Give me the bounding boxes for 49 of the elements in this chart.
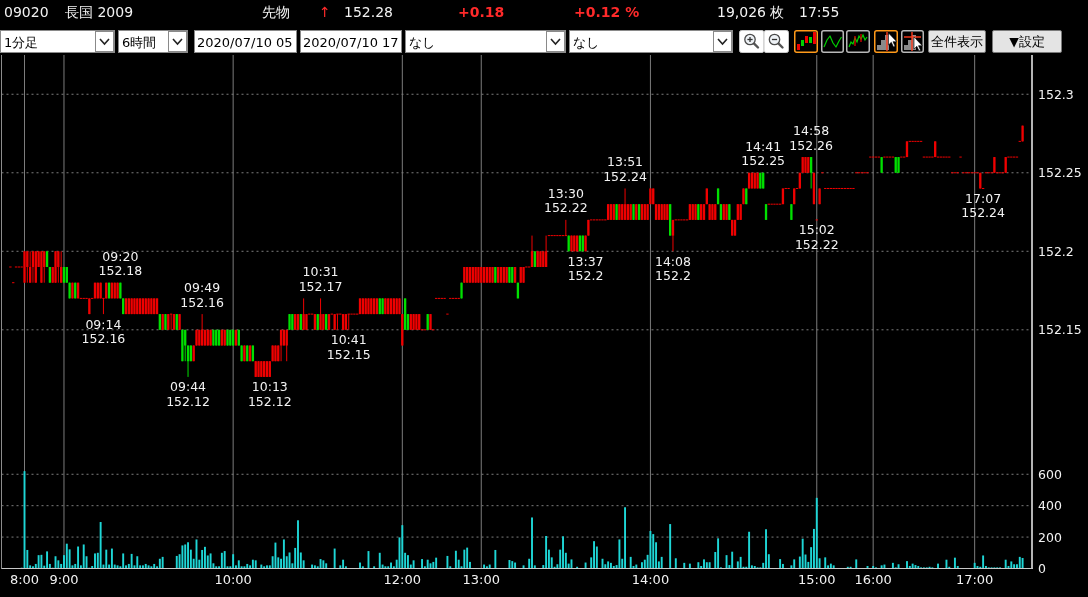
annotation: 13:30 152.22	[543, 185, 588, 216]
annotation: 14:08 152.2	[654, 253, 692, 284]
x-tick-label: 9:00	[49, 571, 79, 587]
dropdown: なし	[569, 30, 733, 53]
button: ▼設定	[992, 30, 1062, 53]
annotation: 09:20 152.18	[98, 248, 143, 279]
annotation: 09:49 152.16	[180, 280, 225, 310]
x-tick-label: 14:00	[631, 571, 670, 587]
dropdown: 1分足	[0, 30, 115, 53]
text: ↑	[319, 4, 331, 20]
annotation: 14:41 152.25	[741, 138, 786, 169]
text: 09020	[4, 4, 49, 20]
annotation: 13:51 152.24	[603, 154, 647, 184]
annotation: 09:44 152.12	[166, 379, 210, 409]
text-field: 2020/07/10 05	[194, 30, 297, 53]
y-tick-label: 152.25	[1038, 165, 1082, 181]
y2-tick-label: 400	[1038, 498, 1062, 514]
text-field: 2020/07/10 17	[300, 30, 402, 53]
annotation: 14:58 152.26	[789, 123, 834, 153]
button: 全件表示	[928, 30, 986, 53]
annotation: 13:37 152.2	[567, 253, 604, 284]
y-tick-label: 152.15	[1038, 322, 1082, 338]
text: 152.28	[344, 4, 393, 20]
x-tick-label: 13:00	[462, 571, 500, 587]
y-tick-label: 152.2	[1038, 243, 1074, 259]
text: 19,026 枚	[717, 4, 785, 20]
annotation: 10:31 152.17	[298, 264, 343, 294]
x-tick-label: 8:00	[9, 571, 40, 587]
y-tick-label: 152.3	[1038, 86, 1074, 102]
x-tick-label: 17:00	[955, 571, 994, 587]
text: 長国 2009	[65, 4, 134, 20]
x-tick-label: 15:00	[798, 571, 836, 587]
x-tick-label: 10:00	[214, 571, 252, 587]
annotation: 09:14 152.16	[81, 316, 126, 347]
text: 17:55	[799, 4, 840, 20]
text: +0.12 %	[574, 4, 640, 20]
annotation: 15:02 152.22	[794, 222, 839, 252]
annotation: 10:41 152.15	[326, 332, 371, 362]
x-tick-label: 16:00	[854, 571, 892, 587]
x-tick-label: 12:00	[383, 571, 422, 587]
y2-tick-label: 600	[1038, 466, 1062, 482]
dropdown: なし	[405, 30, 566, 53]
text: +0.18	[458, 4, 505, 20]
annotation: 10:13 152.12	[247, 379, 292, 409]
dropdown: 6時間	[118, 30, 188, 53]
y2-tick-label: 0	[1038, 561, 1046, 576]
annotation: 17:07 152.24	[961, 190, 1006, 221]
text: 先物	[262, 4, 290, 20]
y2-tick-label: 200	[1038, 529, 1062, 545]
